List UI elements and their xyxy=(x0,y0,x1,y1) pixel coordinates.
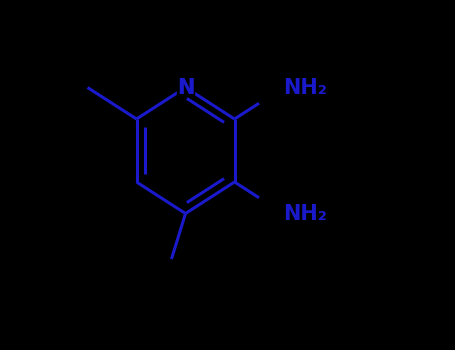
Text: NH₂: NH₂ xyxy=(283,77,328,98)
Bar xyxy=(177,80,194,95)
Text: N: N xyxy=(177,77,194,98)
Text: NH₂: NH₂ xyxy=(283,203,328,224)
Text: N: N xyxy=(177,77,194,98)
